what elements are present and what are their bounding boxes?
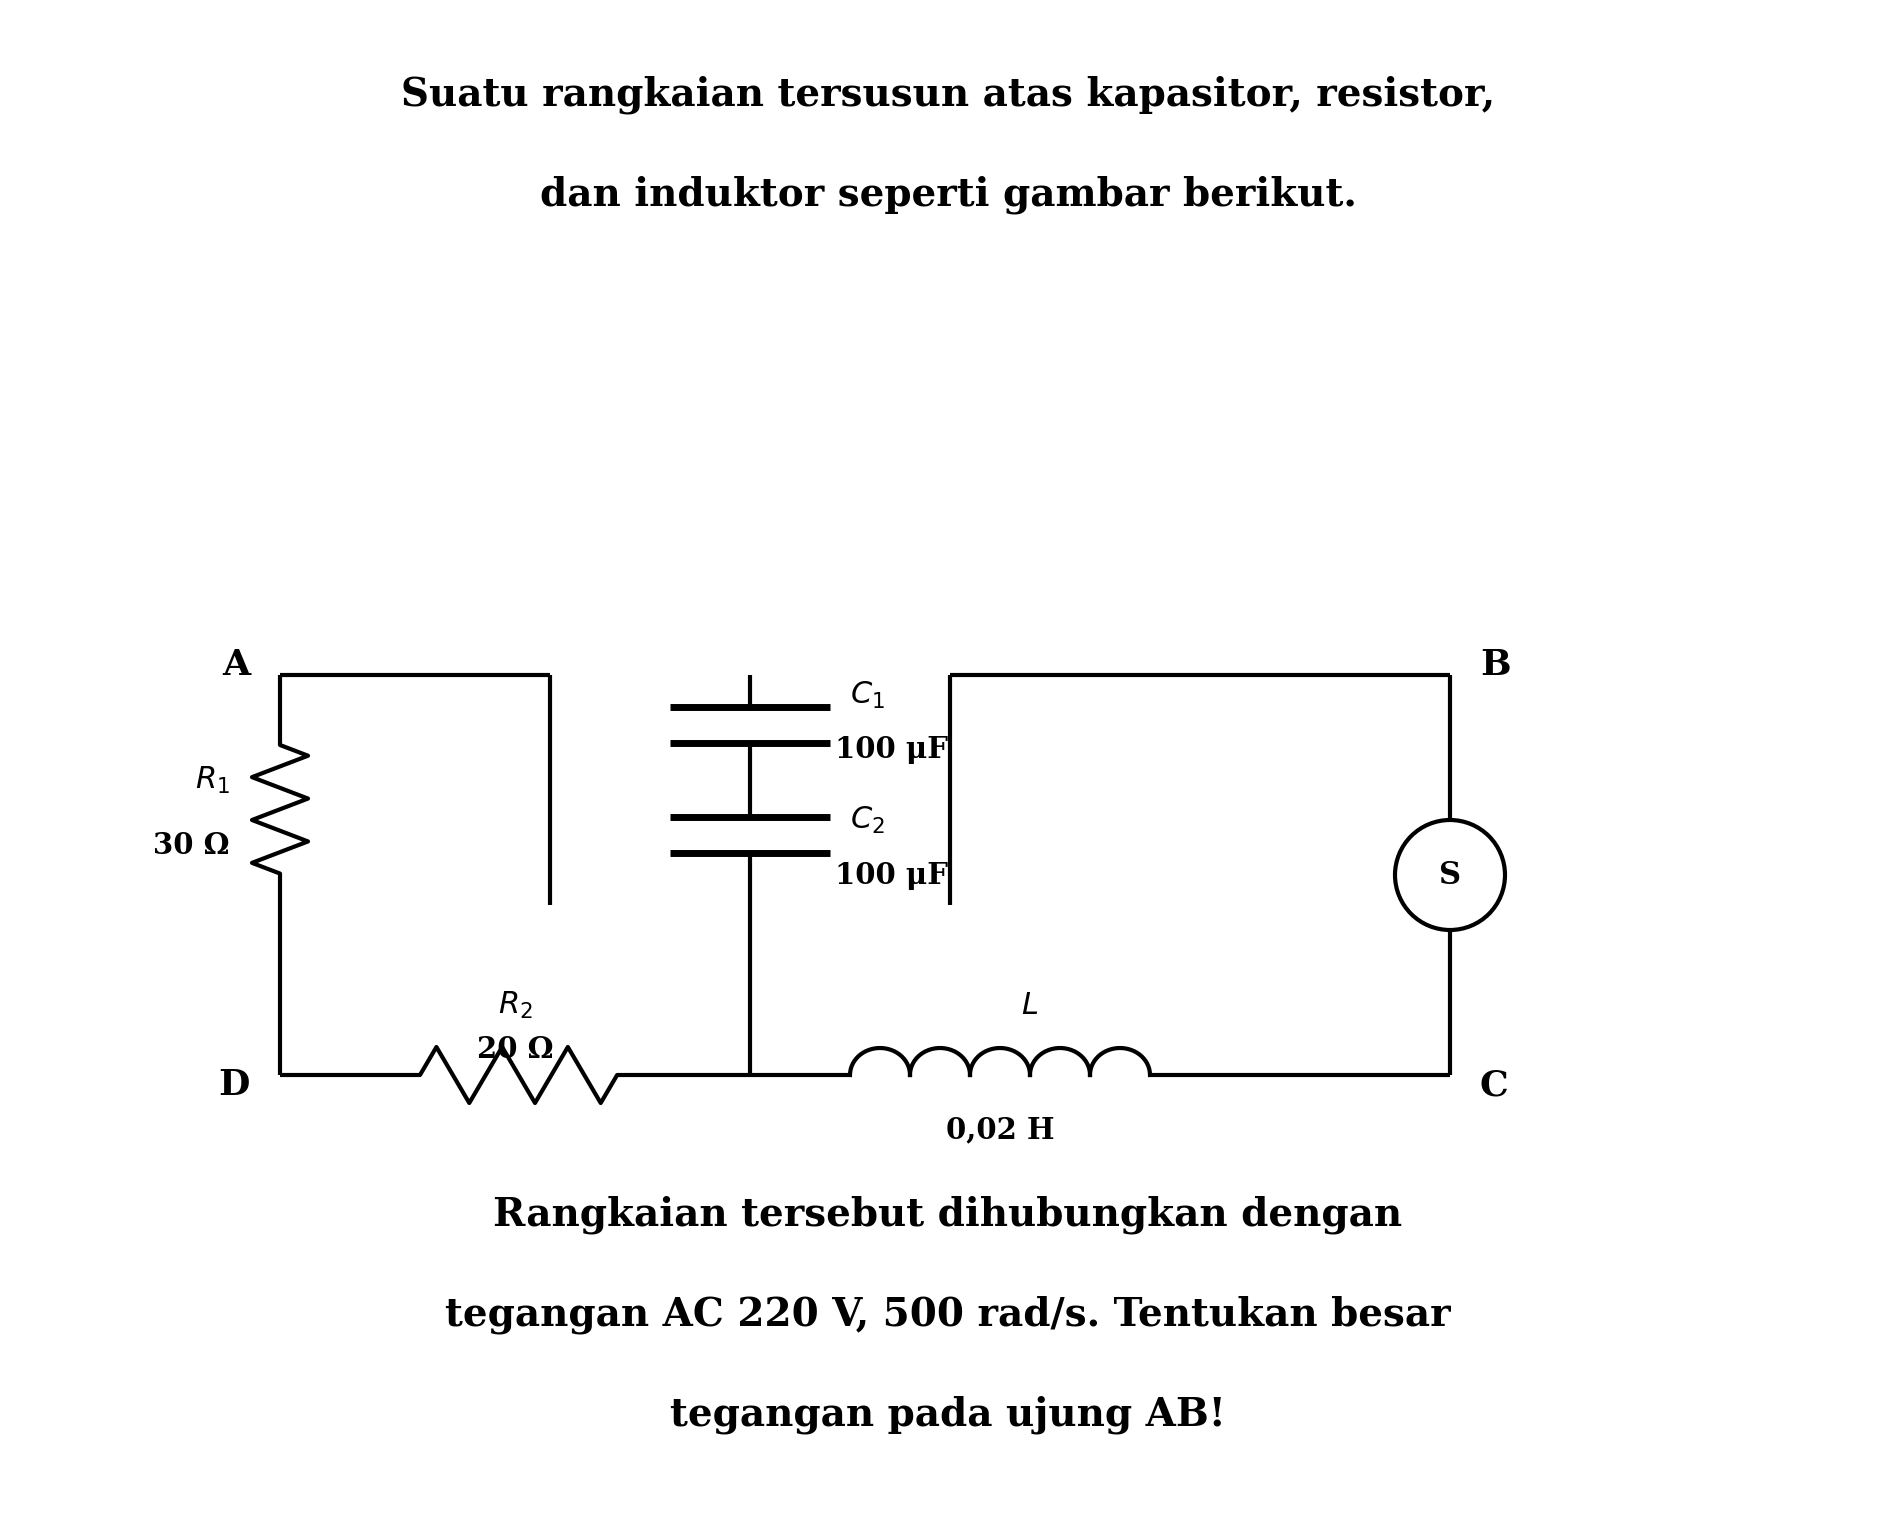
Text: 100 μF: 100 μF: [834, 735, 948, 764]
Text: $R_1$: $R_1$: [195, 764, 229, 796]
Text: A: A: [222, 648, 250, 682]
Text: dan induktor seperti gambar berikut.: dan induktor seperti gambar berikut.: [540, 175, 1356, 214]
Text: $C_2$: $C_2$: [849, 805, 885, 836]
Text: Rangkaian tersebut dihubungkan dengan: Rangkaian tersebut dihubungkan dengan: [493, 1196, 1403, 1234]
Text: S: S: [1439, 860, 1462, 891]
Text: $L$: $L$: [1022, 990, 1039, 1020]
Text: $C_1$: $C_1$: [849, 680, 885, 711]
Text: C: C: [1481, 1068, 1509, 1103]
Text: 30 Ω: 30 Ω: [154, 831, 229, 860]
Text: 0,02 H: 0,02 H: [946, 1115, 1054, 1144]
Text: Suatu rangkaian tersusun atas kapasitor, resistor,: Suatu rangkaian tersusun atas kapasitor,…: [400, 76, 1496, 114]
Text: tegangan pada ujung AB!: tegangan pada ujung AB!: [669, 1395, 1227, 1433]
Text: D: D: [218, 1068, 250, 1103]
Text: $R_2$: $R_2$: [497, 990, 533, 1020]
Text: B: B: [1481, 648, 1511, 682]
Text: 20 Ω: 20 Ω: [476, 1035, 554, 1064]
Text: 100 μF: 100 μF: [834, 860, 948, 889]
Text: tegangan AC 220 V, 500 rad/s. Tentukan besar: tegangan AC 220 V, 500 rad/s. Tentukan b…: [446, 1296, 1450, 1334]
